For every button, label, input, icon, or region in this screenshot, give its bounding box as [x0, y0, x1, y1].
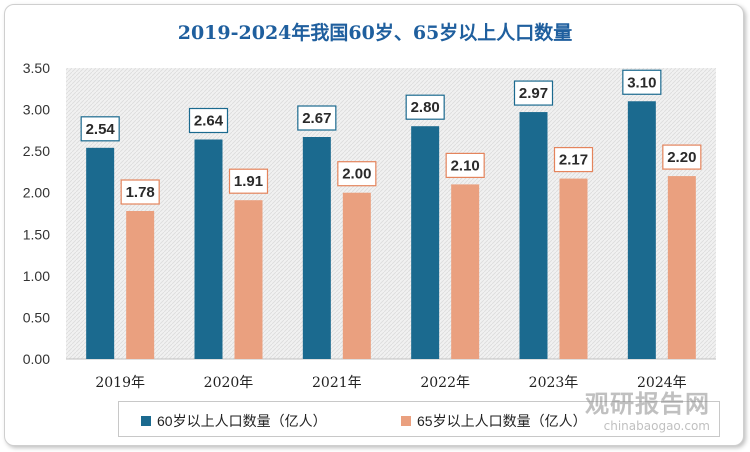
- plot-background: [66, 68, 716, 359]
- y-tick-label: 0.50: [23, 309, 50, 325]
- bar-65-plus: [342, 192, 371, 359]
- x-tick-label: 2023年: [529, 375, 579, 391]
- legend: 60岁以上人口数量（亿人） 65岁以上人口数量（亿人）: [118, 401, 720, 437]
- data-label-box: [228, 168, 269, 194]
- data-label-box: [297, 105, 337, 131]
- watermark-url: chinabaogao.com: [603, 419, 710, 433]
- chart-title: 2019-2024年我国60岁、65岁以上人口数量: [177, 22, 573, 44]
- data-label: 1.91: [234, 173, 263, 190]
- x-tick-label: 2019年: [95, 375, 145, 391]
- bar-60-plus: [519, 112, 548, 360]
- bar-60-plus: [627, 101, 656, 359]
- y-tick-label: 3.50: [23, 60, 50, 76]
- data-label-box: [553, 146, 594, 173]
- bar-65-plus: [234, 200, 263, 359]
- legend-label-60: 60岁以上人口数量（亿人）: [157, 413, 327, 429]
- data-label-box: [188, 107, 229, 134]
- data-label-box: [120, 179, 160, 205]
- legend-swatch-60: [141, 416, 151, 426]
- y-tick-label: 1.50: [23, 226, 50, 242]
- legend-item-65: 65岁以上人口数量（亿人）: [401, 411, 587, 431]
- data-label: 2.00: [342, 166, 371, 183]
- data-label: 2.80: [411, 99, 440, 116]
- watermark-logo: 观研报告网: [585, 390, 710, 418]
- bar-60-plus: [194, 139, 223, 359]
- data-label-box: [513, 80, 554, 106]
- data-label: 3.10: [627, 74, 656, 91]
- bar-60-plus: [302, 137, 331, 359]
- bar-65-plus: [559, 178, 588, 359]
- data-label-box: [405, 94, 445, 120]
- y-tick-label: 1.00: [23, 268, 50, 284]
- y-tick-label: 0.00: [23, 351, 50, 367]
- bar-65-plus: [126, 211, 155, 359]
- x-tick-label: 2020年: [204, 375, 254, 391]
- data-label-box: [445, 152, 485, 178]
- bar-65-plus: [667, 176, 696, 359]
- legend-swatch-65: [401, 416, 411, 426]
- data-label: 2.20: [667, 149, 696, 166]
- y-tick-label: 2.00: [23, 185, 50, 201]
- data-label: 2.64: [194, 113, 224, 130]
- x-tick-label: 2022年: [420, 375, 470, 391]
- bar-60-plus: [411, 126, 440, 359]
- bar-60-plus: [86, 147, 115, 359]
- data-label: 2.67: [302, 110, 331, 127]
- x-tick-label: 2024年: [637, 375, 687, 391]
- data-label: 1.78: [126, 184, 155, 201]
- data-label: 2.10: [451, 157, 480, 174]
- data-label: 2.97: [519, 85, 548, 102]
- y-tick-label: 3.00: [23, 102, 50, 118]
- y-tick-label: 2.50: [23, 143, 50, 159]
- data-label-box: [662, 144, 702, 170]
- x-tick-label: 2021年: [312, 375, 362, 391]
- legend-label-65: 65岁以上人口数量（亿人）: [417, 413, 587, 429]
- data-label: 2.17: [559, 152, 588, 169]
- data-label-box: [622, 69, 662, 95]
- data-label-box: [80, 116, 120, 142]
- data-label-box: [337, 161, 377, 187]
- bar-65-plus: [451, 184, 480, 359]
- legend-item-60: 60岁以上人口数量（亿人）: [141, 411, 327, 431]
- data-label: 2.54: [86, 121, 116, 138]
